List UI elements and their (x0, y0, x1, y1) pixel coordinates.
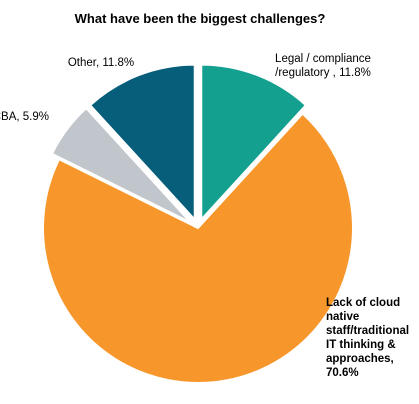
pie-slice-3 (88, 63, 196, 223)
slice-label-line: Legal / compliance (275, 53, 371, 65)
chart-title: What have been the biggest challenges? (75, 11, 326, 26)
slice-label-line: /regulatory , 11.8% (275, 67, 371, 79)
slice-label-line: Other, 11.8% (68, 57, 134, 69)
slice-label-line: Lack of cloud (326, 297, 400, 309)
slice-label-3: Other, 11.8% (68, 57, 134, 69)
slice-label-1: Lack of cloud native staff/traditional IT t… (326, 297, 409, 379)
slice-label-line: native (326, 311, 359, 323)
slice-label-line: approaches, (326, 353, 394, 365)
slice-label-line: 70.6% (326, 367, 359, 379)
pie-slices (42, 63, 354, 384)
pie-slice-2 (50, 106, 192, 224)
slice-label-2: CBA, 5.9% (0, 111, 49, 123)
slice-label-line: staff/traditional (326, 325, 409, 337)
slice-label-line: CBA, 5.9% (0, 111, 49, 123)
pie-slice-0 (200, 63, 308, 223)
pie-slice-1 (42, 112, 354, 384)
pie-labels: Legal / compliance/regulatory , 11.8% Lac… (0, 53, 409, 379)
slice-label-line: IT thinking & (326, 339, 396, 351)
slice-label-0: Legal / compliance/regulatory , 11.8% (275, 53, 371, 79)
